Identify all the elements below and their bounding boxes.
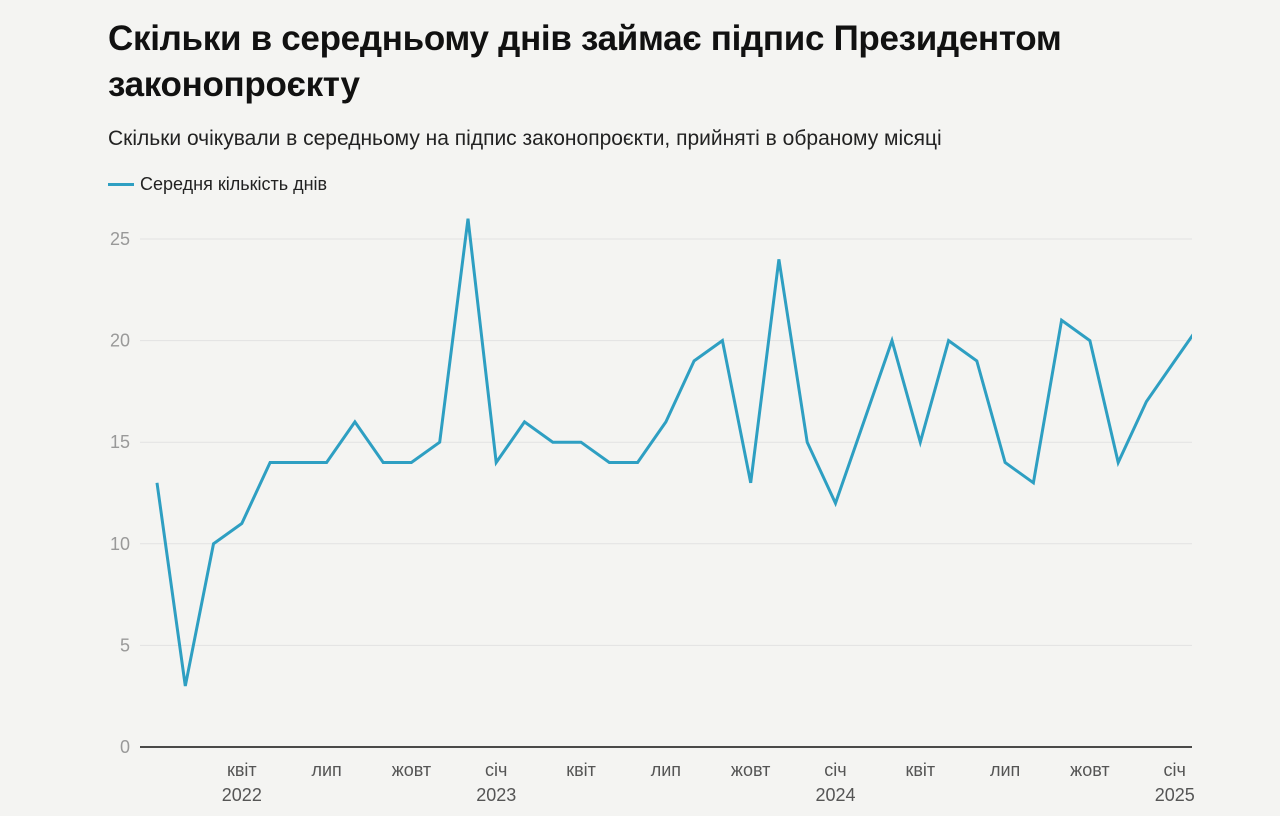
x-tick-label: січ	[485, 760, 507, 780]
x-tick-label: січ	[824, 760, 846, 780]
x-tick-label: жовт	[731, 760, 770, 780]
series-line	[155, 218, 1192, 687]
y-tick-label: 25	[110, 229, 130, 249]
y-tick-label: 0	[120, 737, 130, 757]
y-tick-label: 10	[110, 534, 130, 554]
x-tick-year-label: 2022	[222, 785, 262, 805]
y-tick-label: 15	[110, 432, 130, 452]
x-tick-label: січ	[1164, 760, 1186, 780]
x-tick-label: квіт	[905, 760, 935, 780]
x-tick-label: лип	[990, 760, 1020, 780]
x-tick-year-label: 2023	[476, 785, 516, 805]
legend-line-swatch	[108, 183, 134, 186]
chart-subtitle: Скільки очікували в середньому на підпис…	[108, 127, 942, 150]
x-tick-label: жовт	[392, 760, 431, 780]
legend-label: Середня кількість днів	[140, 174, 328, 194]
chart-legend: Середня кількість днів	[108, 174, 327, 195]
x-tick-label: квіт	[227, 760, 257, 780]
x-tick-label: квіт	[566, 760, 596, 780]
x-tick-year-label: 2024	[815, 785, 855, 805]
x-tick-year-label: 2025	[1155, 785, 1195, 805]
x-tick-label: лип	[651, 760, 681, 780]
chart-title: Скільки в середньому днів займає підпис …	[108, 19, 1062, 104]
y-tick-label: 20	[110, 331, 130, 351]
x-tick-label: лип	[311, 760, 341, 780]
y-tick-label: 5	[120, 635, 130, 655]
x-tick-label: жовт	[1070, 760, 1109, 780]
